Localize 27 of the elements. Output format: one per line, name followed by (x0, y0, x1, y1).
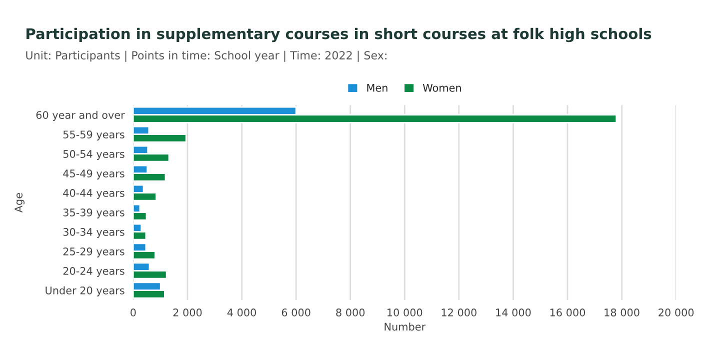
x-axis-title: Number (384, 322, 426, 331)
legend-label: Men (367, 84, 388, 92)
y-tick-label: 20-24 years (63, 267, 124, 277)
y-tick-label: 60 year and over (36, 110, 125, 121)
x-tick-label: 0 (130, 308, 136, 316)
x-tick-label: 12 000 (442, 308, 476, 316)
y-tick-label: 45-49 years (63, 170, 124, 180)
x-tick-label: 18 000 (604, 308, 640, 316)
y-tick-label: 25-29 years (63, 248, 124, 258)
x-tick-label: 14 000 (496, 308, 531, 316)
x-tick-label: 20 000 (658, 308, 694, 316)
chart-title: Participation in supplementary courses in short courses at folk high schools (26, 28, 652, 42)
x-tick-label: 10 000 (388, 308, 422, 316)
chart-subtitle: Unit: Participants | Points in time: School year | Time: 2022 | Sex: (26, 50, 386, 62)
y-axis-title: Age (14, 193, 24, 213)
legend-label: Women (422, 84, 461, 92)
y-tick-label: 35-39 years (63, 208, 124, 218)
x-tick-label: 2 000 (173, 308, 202, 316)
y-tick-label: 30-34 years (63, 228, 124, 238)
x-tick-label: 16 000 (550, 308, 586, 316)
x-tick-label: 8 000 (336, 308, 365, 316)
y-tick-label: 55-59 years (63, 130, 124, 140)
y-tick-label: 50-54 years (63, 150, 124, 160)
x-tick-label: 6 000 (282, 308, 310, 316)
x-tick-label: 4 000 (227, 308, 256, 316)
y-tick-label: Under 20 years (46, 286, 124, 296)
y-tick-label: 40-44 years (63, 189, 124, 199)
